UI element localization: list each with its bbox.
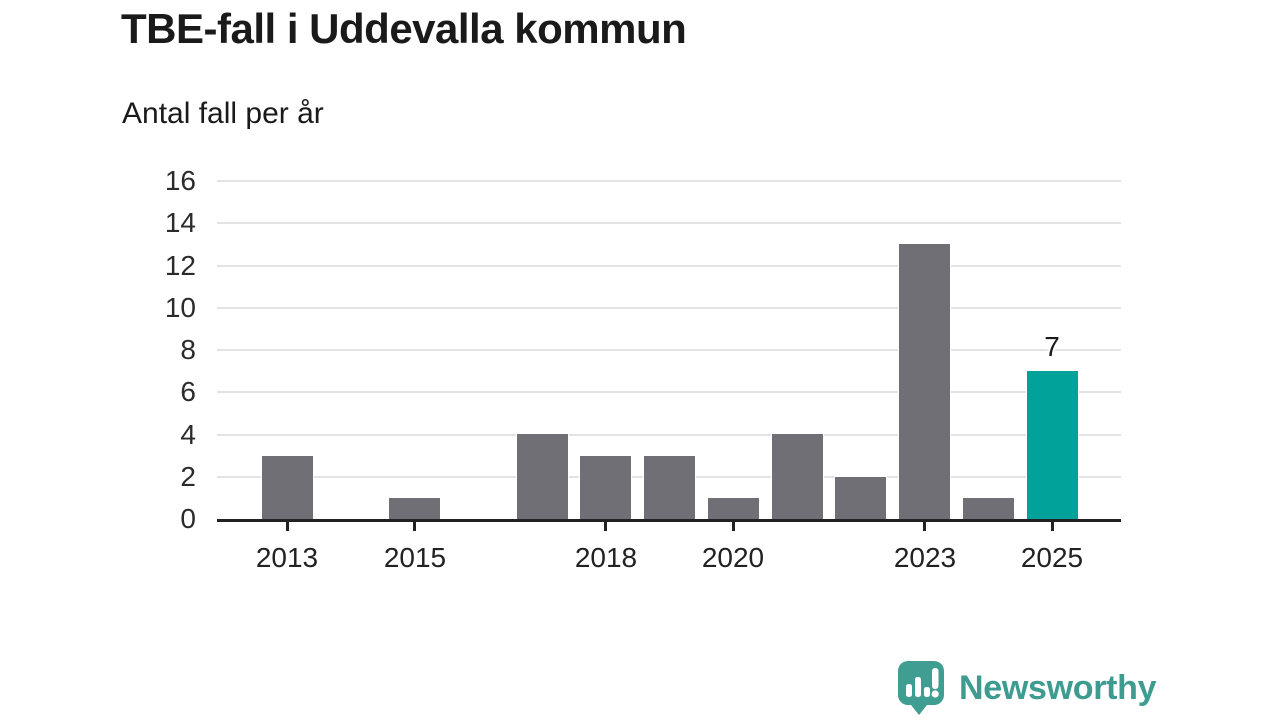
chart-title: TBE-fall i Uddevalla kommun [121, 5, 687, 52]
highlight-value-label: 7 [1044, 331, 1060, 363]
bar-2015 [388, 497, 441, 520]
y-axis-label-16: 16 [164, 165, 196, 196]
x-axis-label-2013: 2013 [255, 542, 319, 573]
logo-exclamation-stem [932, 668, 939, 689]
branding-name: Newsworthy [959, 668, 1157, 707]
gridline-y-14 [217, 222, 1121, 225]
gridline-y-8 [217, 349, 1121, 351]
x-tick-2025 [1051, 522, 1054, 531]
x-axis-label-2018: 2018 [574, 542, 638, 573]
y-axis-label-2: 2 [180, 460, 196, 492]
y-axis-label-0: 0 [180, 503, 196, 534]
y-axis-label-8: 8 [180, 334, 196, 365]
gridline-y-16 [217, 180, 1121, 182]
gridline-y-10 [217, 306, 1121, 309]
logo-bar-2 [915, 677, 921, 697]
gridline-y-6 [217, 391, 1121, 394]
x-tick-2020 [732, 522, 735, 531]
y-axis-label-12: 12 [164, 249, 196, 281]
bar-2020 [707, 497, 760, 520]
x-tick-2018 [604, 522, 607, 531]
bar-2019 [643, 455, 696, 520]
logo-bar-3 [924, 687, 930, 697]
x-axis-label-2015: 2015 [383, 542, 447, 573]
x-tick-2015 [413, 522, 416, 531]
x-axis-label-2023: 2023 [893, 542, 957, 573]
bar-2021 [771, 433, 824, 520]
x-axis-label-2020: 2020 [701, 542, 765, 573]
bar-2013 [261, 455, 314, 520]
x-axis-label-2025: 2025 [1020, 542, 1084, 573]
newsworthy-speech-bubble-chart-icon [898, 661, 944, 715]
x-tick-2013 [286, 522, 289, 531]
y-axis-label-6: 6 [180, 376, 196, 408]
x-tick-2023 [923, 522, 926, 531]
bar-2023 [898, 243, 951, 520]
logo-exclamation-dot [931, 690, 939, 698]
bar-2024 [962, 497, 1015, 520]
bar-2022 [834, 476, 887, 520]
logo-bar-1 [906, 684, 912, 697]
bar-2017 [516, 433, 569, 520]
gridline-y-4 [217, 433, 1121, 436]
bar-2018 [579, 455, 632, 520]
branding-logo: Newsworthy [897, 660, 1157, 716]
chart-subtitle: Antal fall per år [122, 97, 324, 130]
y-axis-label-14: 14 [164, 207, 196, 239]
y-axis-label-4: 4 [180, 418, 196, 450]
bar-2025 [1026, 370, 1079, 520]
x-axis-line [217, 519, 1121, 522]
gridline-y-12 [217, 264, 1121, 267]
y-axis-label-10: 10 [164, 291, 196, 323]
